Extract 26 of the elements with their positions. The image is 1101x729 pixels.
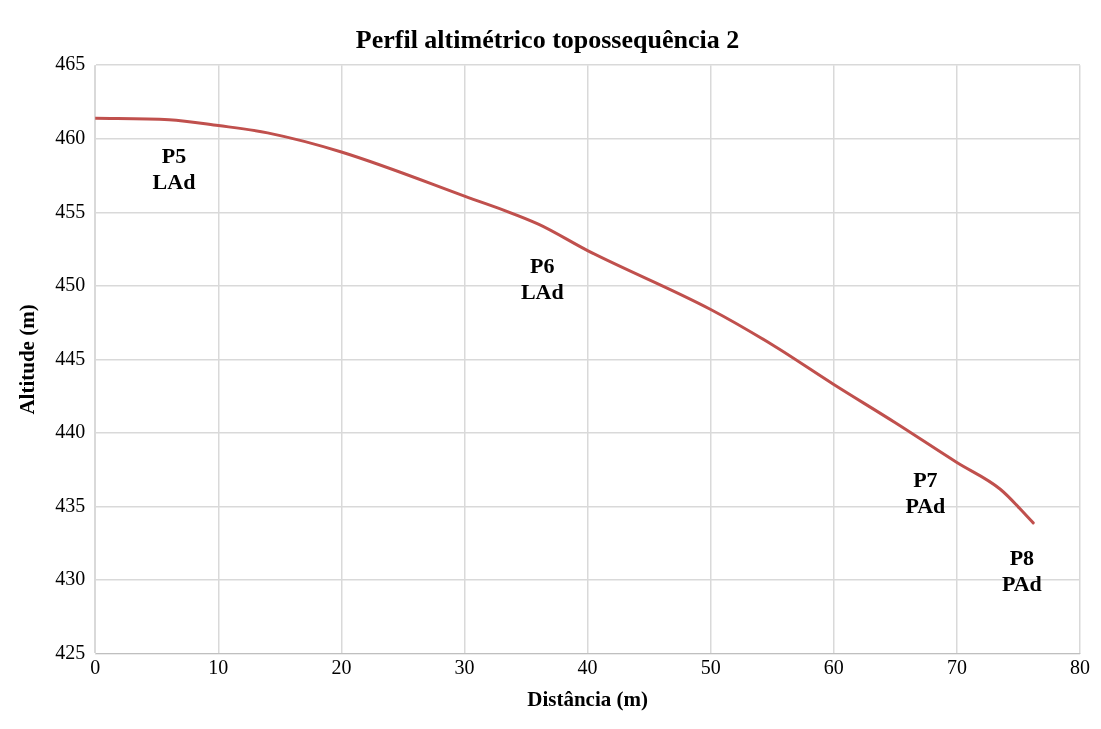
x-tick-label: 50 <box>700 656 721 679</box>
x-tick-label: 30 <box>454 656 475 679</box>
x-tick-label: 40 <box>577 656 598 679</box>
y-tick-label: 430 <box>55 567 86 590</box>
annotation: P5 LAd <box>152 142 196 194</box>
y-tick-label: 445 <box>55 346 86 369</box>
annotation: P8 PAd <box>1001 545 1042 597</box>
x-tick-label: 0 <box>90 656 101 679</box>
annotation: P6 LAd <box>520 253 564 305</box>
line-series <box>95 116 1035 525</box>
chart-title: Perfil altimétrico topossequência 2 <box>355 25 740 55</box>
annotation: P7 PAd <box>905 466 946 518</box>
y-tick-label: 455 <box>55 199 86 222</box>
x-axis-title: Distância (m) <box>527 686 648 711</box>
x-tick-label: 60 <box>823 656 844 679</box>
y-tick-label: 465 <box>55 52 86 75</box>
x-tick-label: 20 <box>331 656 352 679</box>
x-tick-label: 70 <box>946 656 967 679</box>
y-tick-label: 450 <box>55 273 86 296</box>
y-axis-title: Altitude (m) <box>15 304 40 415</box>
x-tick-label: 80 <box>1070 656 1090 679</box>
y-tick-label: 440 <box>55 420 86 443</box>
y-tick-label: 425 <box>55 641 86 664</box>
y-tick-label: 460 <box>55 126 86 149</box>
x-tick-label: 10 <box>208 656 229 679</box>
y-tick-label: 435 <box>55 493 86 516</box>
